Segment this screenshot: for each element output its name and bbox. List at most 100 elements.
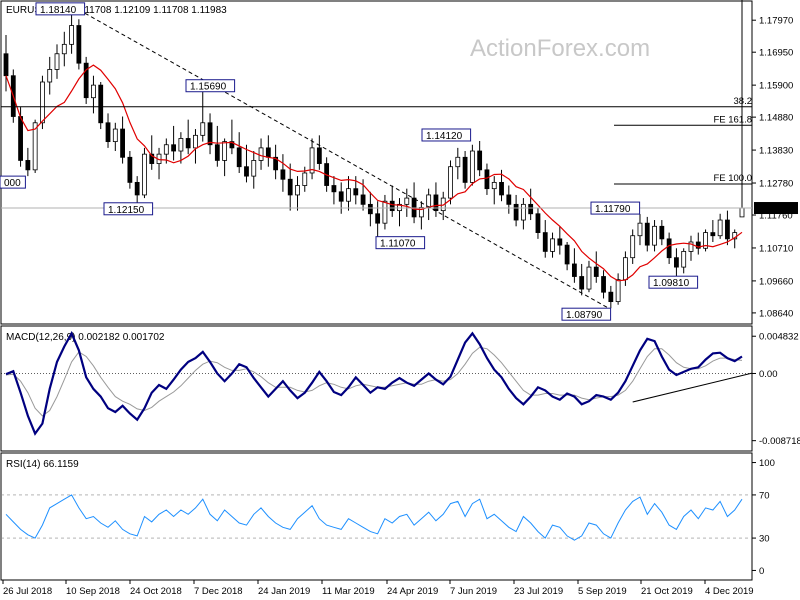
candle-body (375, 213, 381, 224)
candle-body (484, 169, 490, 190)
rsi-panel-header: RSI(14) 66.1159 (6, 459, 79, 470)
x-tick-label: 24 Apr 2019 (387, 586, 438, 597)
candle-body (265, 147, 271, 158)
candle-body (236, 147, 242, 168)
candle-body (54, 53, 60, 70)
candle-body (222, 141, 228, 161)
candle-body (469, 150, 475, 183)
x-tick-label: 23 Jul 2019 (514, 586, 563, 597)
price-y-tick-label: 1.16950 (759, 48, 793, 59)
x-tick-label: 10 Sep 2018 (66, 586, 120, 597)
macd-y-tick-label: 0.00 (759, 369, 778, 380)
candle-body (695, 241, 701, 249)
candle-body (3, 53, 9, 77)
axes: 1.17970 1.16950 1.15900 1.14880 1.13830 1.127… (2, 16, 800, 597)
price-y-tick-label: 1.17970 (759, 16, 793, 27)
price-y-tick-label: 1.15900 (759, 81, 793, 92)
price-y-tick-label: 1.09660 (759, 276, 793, 287)
last-price-tag-text: 1.11983 (758, 204, 792, 215)
price-y-tick-label: 1.10710 (759, 243, 793, 254)
candle-body (462, 156, 468, 183)
candle-body (411, 197, 417, 218)
macd-signal-line (5, 346, 743, 417)
candle-body (520, 203, 526, 221)
candle-body (178, 138, 184, 152)
x-tick-label: 11 Mar 2019 (322, 586, 375, 597)
candle-body (513, 203, 519, 221)
x-tick-label: 21 Oct 2019 (641, 586, 693, 597)
macd-panel-header: MACD(12,26,9) 0.002182 0.001702 (6, 332, 165, 343)
candle-body (557, 238, 563, 246)
price-label-text: 1.11790 (595, 204, 631, 215)
candle-body (127, 156, 133, 183)
candle-body (550, 238, 555, 252)
candle-body (542, 232, 548, 252)
candle-body (69, 25, 74, 45)
candle-body (98, 84, 104, 124)
candle-body (506, 194, 512, 205)
level-label-fe-100: FE 100.0 (713, 173, 752, 184)
candle-body (644, 222, 650, 246)
price-label-box (375, 236, 426, 250)
candle-body (244, 166, 249, 177)
candle-body (47, 69, 53, 83)
candle-body (579, 276, 585, 290)
candle-body (659, 225, 665, 240)
candle-body (200, 122, 206, 136)
candle-body (608, 291, 614, 303)
level-label-fe-161-8: FE 161.8 (713, 114, 752, 125)
candle-body (535, 213, 541, 233)
macd-trendline (632, 372, 753, 403)
candle-body (280, 169, 286, 180)
macd-panel-frame (0, 325, 753, 452)
candle-body (214, 144, 220, 161)
rsi-y-tick-label: 100 (759, 458, 775, 469)
x-tick-label: 26 Jul 2018 (3, 586, 52, 597)
price-panel-header: EURUSD,Daily 1.11708 1.12109 1.11708 1.1… (6, 5, 227, 16)
candle-body (185, 138, 191, 149)
candle-body (571, 263, 577, 277)
price-label-text: 1.11070 (380, 239, 416, 250)
candle-body (134, 181, 140, 196)
candle-body (295, 185, 300, 196)
candle-body (528, 203, 534, 215)
x-tick-label: 5 Sep 2019 (578, 586, 627, 597)
price-label-box (103, 202, 154, 216)
candle-body (171, 144, 177, 152)
price-label-box (35, 2, 86, 16)
price-label-text: 1.18140 (40, 5, 77, 16)
candle-body (316, 147, 322, 164)
x-tick-label: 24 Jan 2019 (258, 586, 310, 597)
candle-body (193, 134, 198, 149)
price-label-box (561, 307, 612, 321)
price-label-box (185, 79, 236, 93)
price-label-text: 1.09810 (653, 278, 690, 289)
price-label-text: 000 (4, 178, 21, 189)
candle-body (360, 194, 366, 205)
price-panel-frame (0, 0, 753, 325)
candle-body (346, 188, 351, 202)
candle-body (397, 203, 402, 212)
level-label-38-2: 38.2 (734, 96, 753, 107)
price-label-text: 1.08790 (566, 310, 603, 321)
x-tick-label: 4 Dec 2019 (705, 586, 754, 597)
candle-body (710, 232, 716, 237)
rsi-plot (1, 494, 752, 541)
candle-body (40, 81, 45, 124)
candle-body (61, 43, 67, 55)
candle-body (112, 128, 118, 143)
price-y-tick-label: 1.08640 (759, 308, 793, 319)
price-label-box (0, 175, 26, 189)
price-y-tick-label: 1.11760 (759, 211, 793, 222)
price-plot: 38.2 FE 161.8 FE 100.0 1.18140 1.15690 1.1215… (0, 0, 752, 321)
price-y-tick-label: 1.14880 (759, 113, 793, 124)
candle-body (404, 197, 410, 205)
price-label-text: 1.12150 (108, 205, 145, 216)
candle-body (149, 153, 155, 164)
candle-body (586, 266, 592, 290)
candle-body (331, 185, 337, 193)
candle-body (91, 84, 96, 99)
last-price-tag (754, 202, 798, 215)
candle-body (32, 122, 38, 171)
